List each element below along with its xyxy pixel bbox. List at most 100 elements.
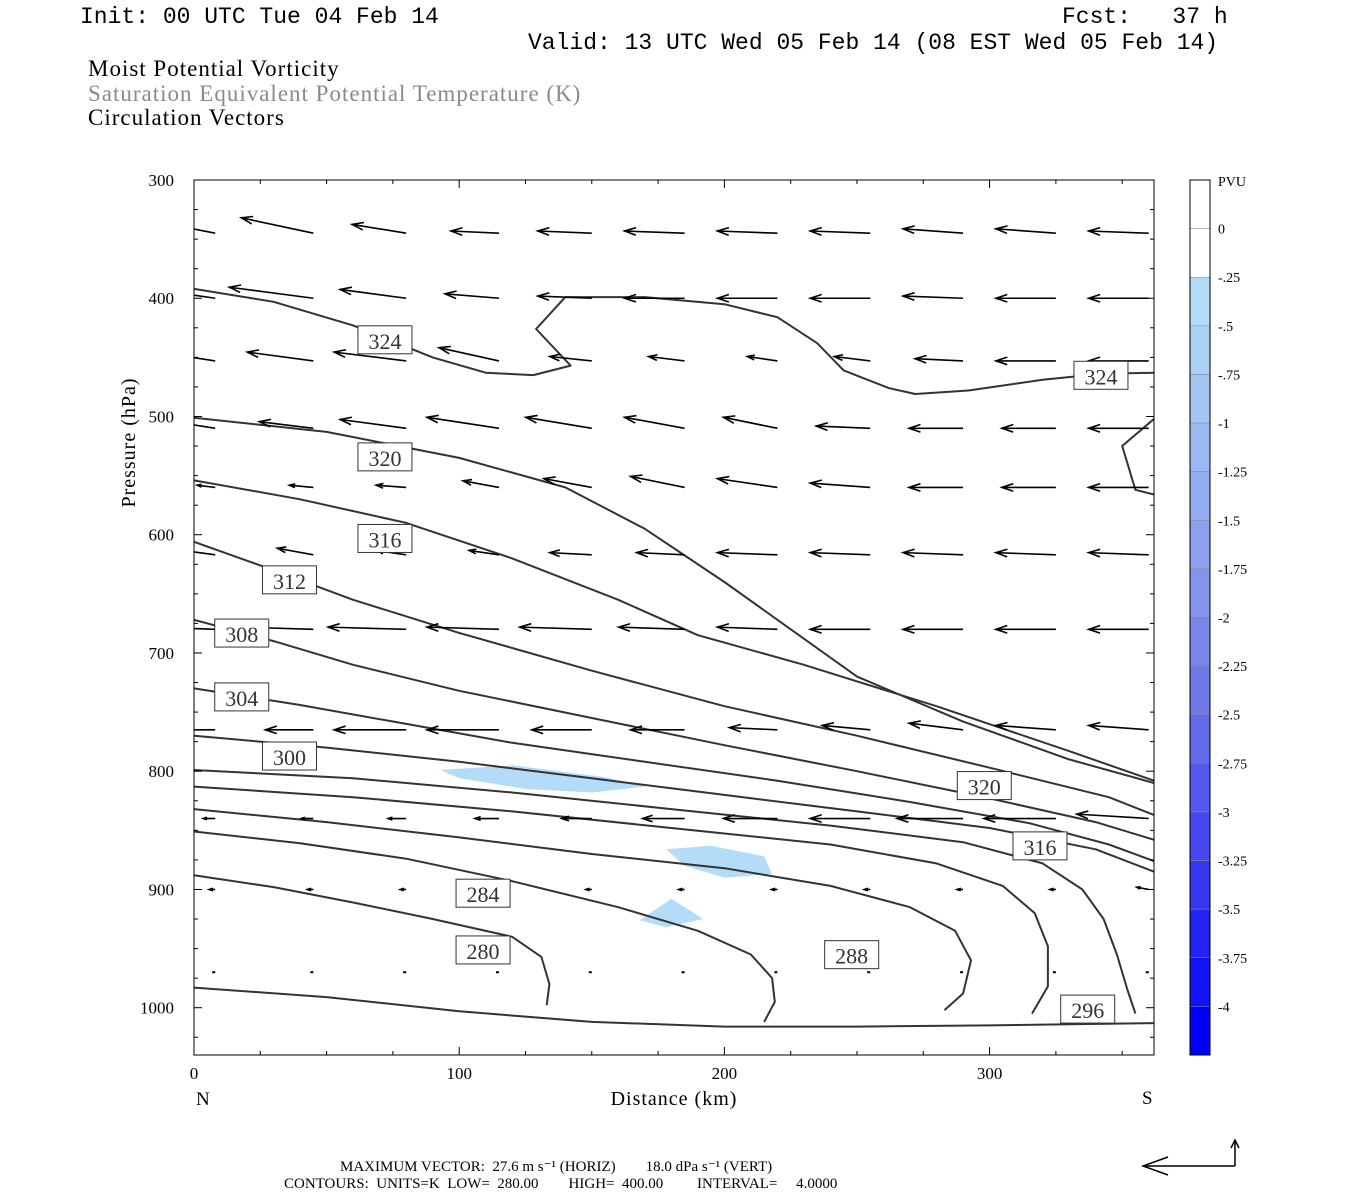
circulation-vector bbox=[906, 423, 964, 433]
contour-label: 312 bbox=[261, 565, 317, 595]
circulation-vector bbox=[517, 622, 592, 632]
theta-e-contour-320 bbox=[194, 416, 1154, 784]
svg-text:304: 304 bbox=[225, 686, 258, 711]
y-tick-label: 600 bbox=[149, 526, 175, 545]
y-tick-label: 800 bbox=[149, 762, 175, 781]
colorbar-label: -3.25 bbox=[1218, 855, 1247, 870]
circulation-vector bbox=[194, 551, 216, 556]
x-tick-label: 0 bbox=[190, 1064, 199, 1083]
circulation-vector bbox=[304, 887, 314, 892]
circulation-vector bbox=[535, 226, 592, 236]
contour-label: 308 bbox=[214, 618, 270, 648]
circulation-vector bbox=[194, 729, 216, 731]
circulation-vector bbox=[1086, 423, 1149, 433]
contour-label: 316 bbox=[1012, 831, 1068, 861]
circulation-vector bbox=[628, 725, 685, 735]
colorbar-swatch bbox=[1189, 665, 1211, 715]
svg-text:316: 316 bbox=[368, 527, 401, 552]
theta-e-contour-324 bbox=[194, 287, 1154, 395]
mpv-region-1 bbox=[666, 845, 773, 878]
title-mpv: Moist Potential Vorticity bbox=[88, 56, 340, 81]
circulation-vector bbox=[646, 353, 685, 362]
init-time: Init: 00 UTC Tue 04 Feb 14 bbox=[80, 4, 439, 30]
colorbar-label: -2.5 bbox=[1218, 709, 1240, 724]
colorbar-label: -3 bbox=[1218, 806, 1230, 821]
svg-text:300: 300 bbox=[273, 745, 306, 770]
circulation-vector bbox=[397, 887, 407, 892]
circulation-vector bbox=[206, 887, 216, 892]
svg-text:312: 312 bbox=[273, 569, 306, 594]
circulation-vector bbox=[993, 624, 1056, 634]
circulation-vector bbox=[831, 353, 871, 362]
theta-e-contour-unlabeled-13 bbox=[1121, 418, 1154, 496]
theta-e-contour-304 bbox=[194, 687, 1154, 863]
colorbar-swatch bbox=[1189, 325, 1211, 375]
max-vector-note: MAXIMUM VECTOR: 27.6 m s⁻¹ (HORIZ) 18.0 … bbox=[340, 1159, 773, 1175]
circulation-vector bbox=[807, 548, 871, 558]
colorbar-swatch bbox=[1189, 957, 1211, 1007]
colorbar-swatch bbox=[1189, 811, 1211, 861]
colorbar-label: -2 bbox=[1218, 612, 1230, 627]
circulation-vector bbox=[906, 482, 964, 492]
circulation-vector bbox=[226, 284, 314, 300]
circulation-vector bbox=[900, 624, 964, 634]
circulation-vector bbox=[714, 548, 778, 558]
contour-label: 284 bbox=[455, 878, 511, 908]
circulation-vector bbox=[424, 414, 500, 430]
x-tick-label: 200 bbox=[712, 1064, 738, 1083]
svg-text:316: 316 bbox=[1023, 835, 1056, 860]
theta-e-contour-unlabeled-3 bbox=[194, 785, 1049, 1015]
contour-label: 324 bbox=[357, 325, 413, 355]
circulation-vector bbox=[714, 226, 778, 236]
reference-vector-icon bbox=[1140, 1138, 1240, 1176]
circulation-vector bbox=[807, 293, 871, 303]
circulation-vector bbox=[912, 354, 964, 364]
circulation-vector bbox=[993, 721, 1056, 731]
circulation-vector bbox=[714, 623, 778, 633]
contour-label: 280 bbox=[455, 935, 511, 965]
colorbar-label: -1.75 bbox=[1218, 563, 1247, 578]
circulation-vector bbox=[894, 813, 964, 824]
circulation-vector bbox=[349, 221, 407, 234]
contour-info: CONTOURS: UNITS=K LOW= 280.00 HIGH= 400.… bbox=[284, 1176, 838, 1192]
circulation-vector bbox=[1086, 548, 1149, 558]
circulation-vector bbox=[999, 423, 1056, 433]
y-tick-label: 400 bbox=[149, 289, 175, 308]
circulation-vector bbox=[640, 814, 685, 823]
colorbar-label: -4 bbox=[1218, 1000, 1230, 1015]
colorbar-swatch bbox=[1189, 228, 1211, 278]
colorbar-label: -2.25 bbox=[1218, 660, 1247, 675]
circulation-vector bbox=[472, 815, 499, 822]
theta-e-contour-308 bbox=[194, 618, 1154, 841]
circulation-vector bbox=[861, 887, 871, 892]
circulation-vector bbox=[385, 816, 407, 821]
colorbar-swatch bbox=[1189, 179, 1211, 229]
colorbar-label: -3.75 bbox=[1218, 952, 1247, 967]
circulation-vector bbox=[993, 225, 1056, 235]
circulation-vector bbox=[1086, 721, 1149, 731]
circulation-vector bbox=[1074, 810, 1149, 820]
circulation-vector bbox=[900, 225, 964, 235]
colorbar-swatch bbox=[1189, 1006, 1211, 1056]
circulation-vector bbox=[726, 723, 778, 733]
circulation-vector bbox=[807, 479, 871, 489]
circulation-vector bbox=[1086, 482, 1149, 492]
circulation-vector bbox=[337, 416, 407, 430]
circulation-vector bbox=[331, 348, 407, 362]
circulation-vector bbox=[547, 353, 592, 362]
circulation-vector bbox=[622, 293, 685, 303]
circulation-vector bbox=[720, 813, 778, 824]
colorbar-label: -.75 bbox=[1218, 368, 1240, 383]
colorbar-frame bbox=[1189, 179, 1211, 1056]
colorbar-label: -3.5 bbox=[1218, 903, 1240, 918]
x-tick-label: 300 bbox=[977, 1064, 1003, 1083]
valid-time: Valid: 13 UTC Wed 05 Feb 14 (08 EST Wed … bbox=[528, 30, 1219, 56]
colorbar-swatch bbox=[1189, 714, 1211, 764]
circulation-vector bbox=[424, 725, 499, 735]
circulation-vector bbox=[194, 627, 216, 631]
circulation-vector bbox=[559, 815, 592, 822]
circulation-vector bbox=[262, 725, 314, 735]
circulation-vector bbox=[900, 291, 964, 301]
circulation-vector bbox=[1086, 226, 1149, 236]
colorbar-label: -.25 bbox=[1218, 271, 1240, 286]
